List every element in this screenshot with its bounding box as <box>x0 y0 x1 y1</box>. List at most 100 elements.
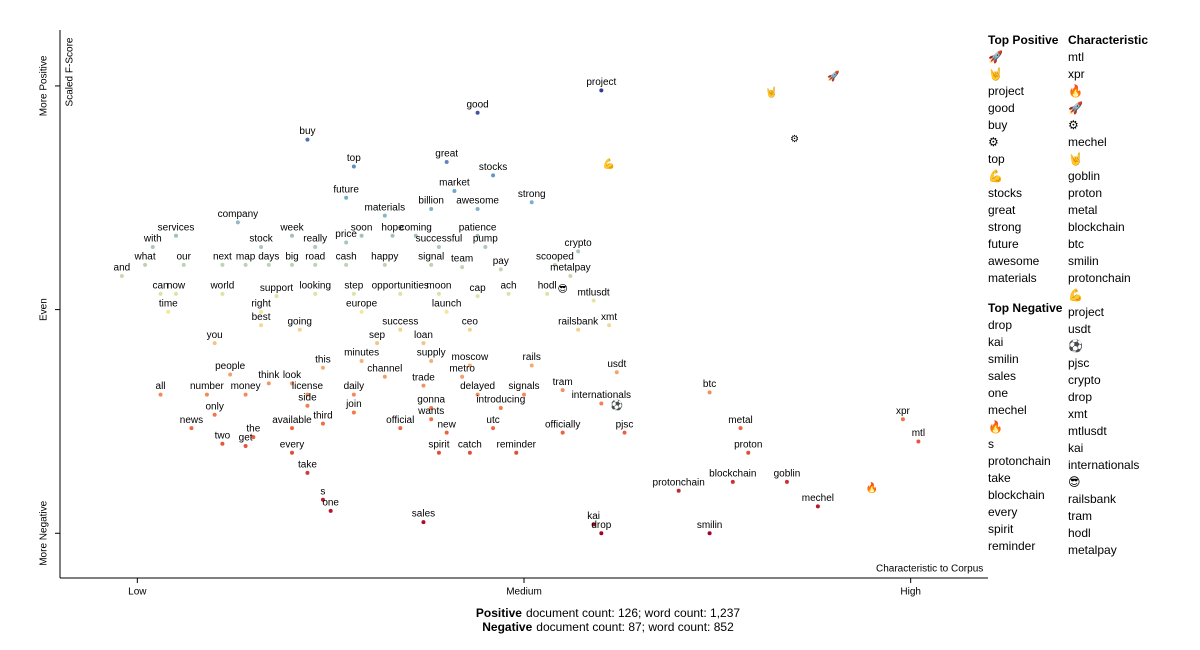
term-label: time <box>159 298 178 309</box>
point <box>266 262 271 267</box>
point <box>359 233 364 238</box>
point <box>320 497 325 502</box>
point <box>622 430 627 435</box>
point <box>599 531 604 536</box>
point <box>305 137 310 142</box>
point <box>220 441 225 446</box>
term-label: days <box>258 251 279 262</box>
term-entry: awesome <box>988 254 1040 268</box>
term-label: mtlusdt <box>577 287 609 298</box>
term-entry: internationals <box>1068 458 1140 472</box>
term-entry: 💪 <box>988 169 1003 183</box>
term-label: license <box>292 381 324 392</box>
term-entry: sales <box>988 369 1017 383</box>
point <box>158 291 163 296</box>
column-title: Top Positive <box>988 33 1059 47</box>
point <box>398 426 403 431</box>
term-label: launch <box>432 298 461 309</box>
point <box>607 323 612 328</box>
term-entry: tram <box>1068 509 1092 523</box>
point <box>351 291 356 296</box>
term-label: coming <box>400 222 432 233</box>
footer-counts: document count: 126; word count: 1,237 <box>525 606 741 620</box>
point <box>413 233 418 238</box>
term-label: what <box>134 251 156 262</box>
point <box>491 426 496 431</box>
term-entry: protonchain <box>988 454 1051 468</box>
term-label: the <box>246 424 260 435</box>
point <box>174 291 178 296</box>
term-label: this <box>315 354 331 365</box>
point <box>290 426 294 431</box>
term-label: map <box>236 251 256 262</box>
term-label: wants <box>417 406 444 417</box>
term-label: mechel <box>802 493 834 504</box>
term-entry: project <box>1068 305 1105 319</box>
term-entry: stocks <box>988 186 1023 200</box>
point <box>266 381 271 386</box>
point <box>259 323 264 328</box>
term-label: successful <box>416 234 463 245</box>
term-label: xpr <box>896 406 911 417</box>
term-entry: one <box>988 386 1009 400</box>
point <box>158 392 163 397</box>
term-label: going <box>287 316 311 327</box>
term-label: internationals <box>572 390 631 401</box>
term-label: protonchain <box>653 477 705 488</box>
point <box>436 291 441 296</box>
point <box>259 309 264 314</box>
point <box>475 110 480 115</box>
point <box>398 327 403 332</box>
term-label: pay <box>493 256 509 267</box>
term-entry: xpr <box>1068 67 1085 81</box>
point <box>815 504 820 509</box>
term-label: support <box>260 283 294 294</box>
term-label: people <box>215 361 245 372</box>
term-label: buy <box>299 126 315 137</box>
point <box>576 327 581 332</box>
term-entry: s <box>988 437 994 451</box>
column-title: Characteristic <box>1068 33 1149 47</box>
point <box>560 430 565 435</box>
term-label: scooped <box>536 251 574 262</box>
x-tick-label: Medium <box>506 587 542 598</box>
term-label: world <box>209 281 234 292</box>
point <box>305 403 310 408</box>
term-label: look <box>283 370 302 381</box>
point <box>382 374 387 379</box>
point <box>475 206 480 211</box>
point <box>568 274 573 279</box>
term-label: blockchain <box>709 468 756 479</box>
point <box>313 262 318 267</box>
term-entry: mechel <box>988 403 1027 417</box>
point <box>421 383 426 388</box>
term-label: all <box>156 381 166 392</box>
term-label: looking <box>299 281 331 292</box>
term-entry: 🔥 <box>1068 84 1083 98</box>
term-label: right <box>251 298 271 309</box>
point <box>498 406 503 411</box>
point <box>467 327 472 332</box>
point <box>290 262 294 267</box>
point <box>235 220 240 225</box>
term-entry: 🤘 <box>1068 152 1083 166</box>
point <box>444 430 449 435</box>
x-tick-label: High <box>900 587 921 598</box>
point <box>166 309 171 314</box>
term-entry: drop <box>988 318 1013 332</box>
term-label: awesome <box>456 196 499 207</box>
point <box>204 392 209 397</box>
term-label: our <box>177 251 192 262</box>
y-axis-label: Scaled F-Score <box>65 37 76 106</box>
emoji-point: 🤘 <box>765 85 777 98</box>
point <box>429 417 434 422</box>
point <box>900 417 905 422</box>
term-label: can <box>152 281 168 292</box>
point <box>305 392 310 397</box>
point <box>514 450 519 455</box>
term-label: news <box>180 415 203 426</box>
point <box>429 406 434 411</box>
negative-column: Top Negative drop kai smilin sales one mechel 🔥… <box>988 300 1062 555</box>
term-entry: buy <box>988 118 1008 132</box>
point <box>529 363 534 368</box>
